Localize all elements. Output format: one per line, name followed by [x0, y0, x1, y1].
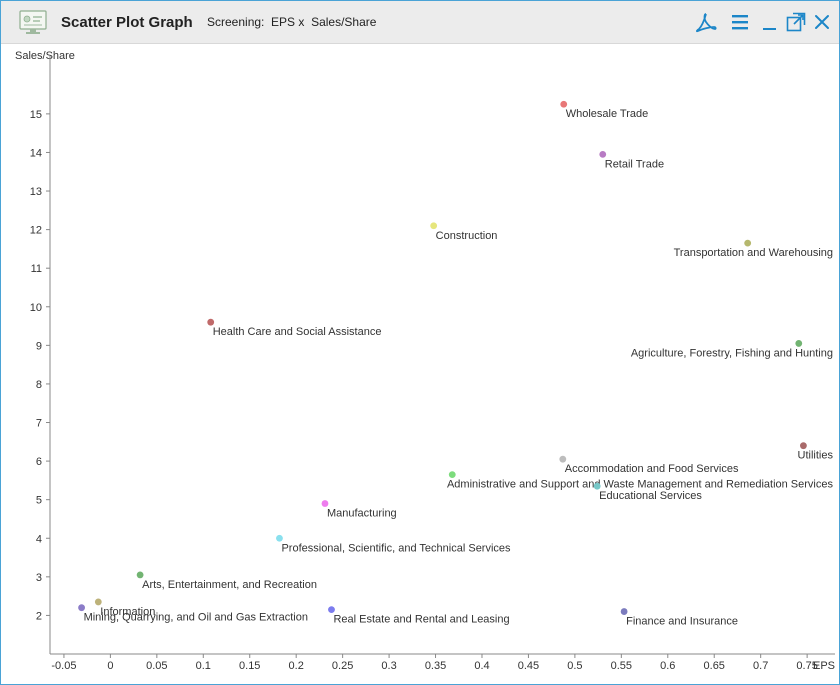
x-tick-label: 0.7 [753, 660, 768, 672]
data-point[interactable] [448, 471, 456, 478]
y-tick-label: 11 [31, 263, 42, 275]
y-axis-label: Sales/Share [15, 50, 75, 62]
title-bar: Scatter Plot Graph Screening: EPS x Sale… [1, 1, 839, 44]
x-tick-label: 0.65 [704, 660, 725, 672]
data-point-label: Information [100, 606, 155, 618]
data-point-label: Agriculture, Forestry, Fishing and Hunti… [631, 347, 833, 359]
data-point[interactable] [560, 100, 568, 108]
data-point-label: Manufacturing [327, 508, 397, 520]
data-point-label: Administrative and Support and Waste Man… [447, 479, 834, 491]
x-tick-label: -0.05 [51, 660, 76, 672]
x-tick-label: 0.05 [146, 660, 167, 672]
subtitle-prefix: Screening: [207, 15, 265, 29]
subtitle-x: EPS [271, 15, 296, 29]
data-point[interactable] [276, 534, 283, 542]
data-point[interactable] [800, 442, 807, 450]
data-point-label: Construction [436, 230, 498, 242]
data-points: Wholesale Trade Retail Trade Construction T… [78, 100, 834, 628]
y-tick-label: 6 [36, 456, 42, 468]
data-point[interactable] [559, 455, 567, 463]
data-point[interactable] [620, 608, 628, 615]
data-point-label: Wholesale Trade [566, 108, 649, 120]
x-axis-label: EPS [813, 660, 835, 672]
x-tick-label: 0.15 [239, 660, 260, 672]
y-tick-label: 12 [30, 225, 42, 237]
data-point-label: Real Estate and Rental and Leasing [333, 614, 509, 626]
data-point[interactable] [136, 571, 144, 579]
subtitle-y: Sales/Share [311, 15, 377, 29]
x-tick-label: 0.5 [567, 660, 582, 672]
data-point[interactable] [430, 222, 438, 230]
y-tick-label: 15 [30, 109, 42, 121]
y-tick-label: 5 [36, 495, 42, 507]
x-tick-label: 0.35 [425, 660, 446, 672]
minimize-icon[interactable] [759, 11, 781, 33]
data-point[interactable] [795, 340, 803, 347]
x-tick-label: 0.4 [474, 660, 489, 672]
chart-app-icon [19, 10, 47, 34]
data-point-label: Accommodation and Food Services [565, 463, 739, 475]
x-tick-label: 0.3 [381, 660, 396, 672]
data-point[interactable] [94, 598, 102, 606]
x-tick-label: 0 [107, 660, 113, 672]
data-point-label: Retail Trade [605, 158, 664, 170]
data-point-label: Professional, Scientific, and Technical … [281, 542, 511, 554]
x-tick-label: 0.1 [196, 660, 211, 672]
y-tick-label: 13 [30, 186, 42, 198]
data-point-label: Educational Services [599, 490, 702, 502]
y-tick-label: 10 [30, 302, 42, 314]
axes: 2 3 4 5 6 7 8 9 10 11 12 13 14 15 -0.05 0 0.05 0.1 0.15 0.2… [30, 56, 835, 672]
data-point[interactable] [78, 604, 85, 612]
close-icon[interactable] [811, 11, 833, 33]
data-point-label: Mining, Quarrying, and Oil and Gas Extra… [84, 612, 308, 624]
window-title: Scatter Plot Graph [61, 14, 193, 31]
y-tick-label: 8 [36, 379, 42, 391]
y-tick-label: 7 [36, 418, 42, 430]
y-tick-label: 3 [36, 572, 42, 584]
y-tick-label: 9 [36, 340, 42, 352]
data-point[interactable] [328, 606, 335, 614]
screening-subtitle: Screening: EPS x Sales/Share [207, 15, 376, 29]
x-tick-label: 0.55 [611, 660, 632, 672]
x-tick-label: 0.75 [796, 660, 817, 672]
x-tick-label: 0.6 [660, 660, 675, 672]
x-tick-label: 0.45 [518, 660, 539, 672]
scatter-plot: Sales/Share EPS 2 3 4 5 6 7 8 9 10 11 12 13 14 15 -0.0… [15, 50, 835, 672]
data-point-label: Transportation and Warehousing [674, 247, 833, 259]
data-point-label: Arts, Entertainment, and Recreation [142, 579, 317, 591]
subtitle-sep: x [298, 15, 305, 29]
data-point[interactable] [207, 318, 215, 326]
y-tick-label: 4 [36, 533, 42, 545]
data-point[interactable] [744, 239, 752, 247]
data-point[interactable] [321, 500, 329, 507]
data-point-label: Health Care and Social Assistance [213, 326, 382, 338]
menu-icon[interactable] [729, 11, 751, 33]
pdf-icon[interactable] [695, 11, 717, 33]
data-point[interactable] [593, 482, 601, 490]
data-point-label: Finance and Insurance [626, 616, 738, 628]
y-tick-label: 14 [30, 147, 42, 159]
maximize-icon[interactable] [785, 11, 807, 33]
x-tick-label: 0.25 [332, 660, 353, 672]
data-point-label: Utilities [798, 450, 834, 462]
x-tick-label: 0.2 [289, 660, 304, 672]
y-tick-label: 2 [36, 610, 42, 622]
data-point[interactable] [599, 150, 607, 158]
